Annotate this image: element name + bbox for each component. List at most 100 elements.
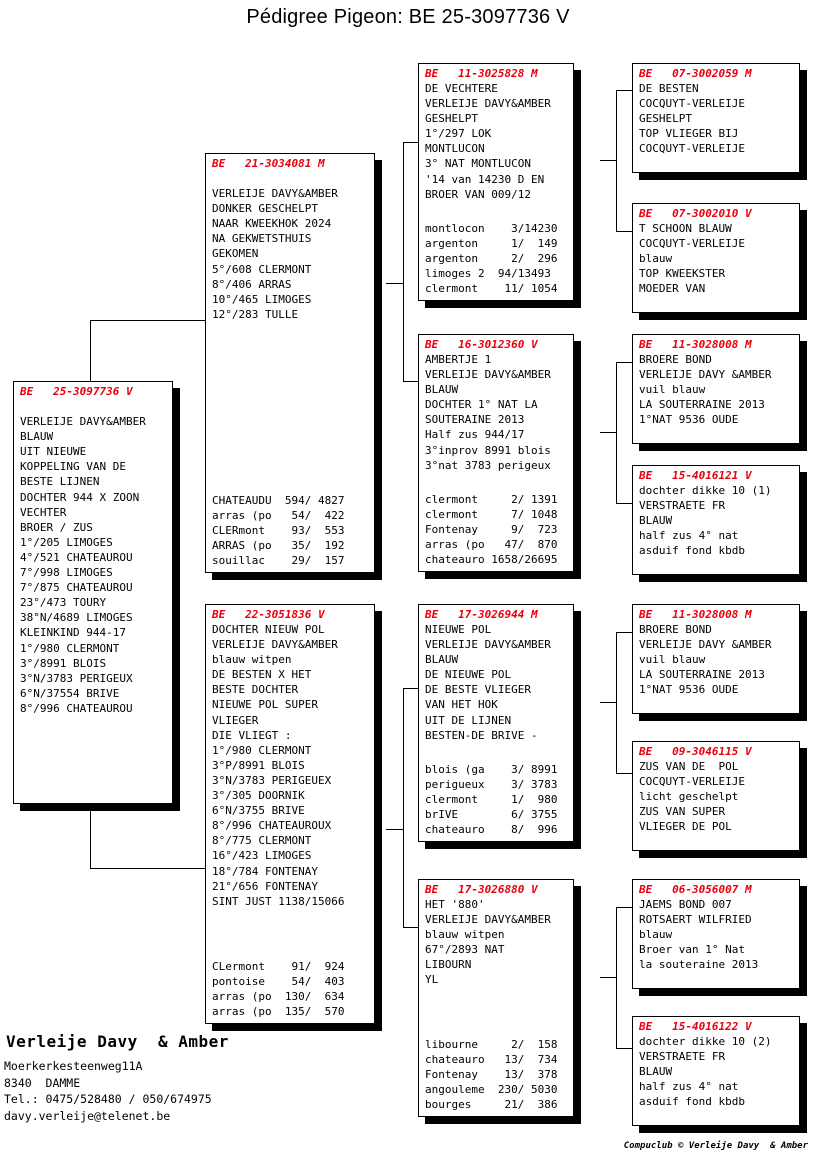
text-line: NA GEKWETSTHUIS xyxy=(212,232,312,246)
text-line: VERLEIJE DAVY &AMBER xyxy=(639,638,772,652)
text-line: LA SOUTERRAINE 2013 xyxy=(639,398,765,412)
owner-name: Verleije Davy & Amber xyxy=(6,1032,229,1051)
text-line: BLAUW xyxy=(425,653,459,667)
pedigree-box-grandparent-1[interactable]: BE 11-3025828 M DE VECHTERE VERLEIJE DAVY… xyxy=(418,63,574,301)
great-grandparent-6-description: ZUS VAN DE POL COCQUYT-VERLEIJE licht gesc… xyxy=(633,759,799,834)
text-line: 1°/980 CLERMONT xyxy=(20,641,120,655)
text-line: GESHELPT xyxy=(639,112,692,126)
connector-gp3-arm xyxy=(403,688,419,689)
connector-gp2-stub xyxy=(600,432,616,433)
text-line: Half zus 944/17 xyxy=(425,428,525,442)
text-line: DE BESTE VLIEGER xyxy=(425,683,531,697)
great-grandparent-5-description: BROERE BOND VERLEIJE DAVY &AMBER vuil blau… xyxy=(633,622,799,697)
text-line: half zus 4° nat xyxy=(639,529,739,543)
great-grandparent-5-ring-number: BE 11-3028008 M xyxy=(639,608,752,621)
text-line: YL xyxy=(425,973,439,987)
text-line: T SCHOON BLAUW xyxy=(639,222,732,235)
text-line: Fontenay 13/ 378 xyxy=(425,1067,558,1081)
text-line: UIT NIEUWE xyxy=(20,445,87,459)
connector-ggp1-arm xyxy=(616,90,632,91)
text-line: blauw xyxy=(639,928,673,942)
grandparent-1-description: DE VECHTERE VERLEIJE DAVY&AMBER GESHELPT 1°… xyxy=(419,81,573,202)
text-line: pontoise 54/ 403 xyxy=(212,974,345,988)
text-line: BROER VAN 009/12 xyxy=(425,187,531,201)
text-line: clermont 2/ 1391 xyxy=(425,492,558,506)
text-line: NIEUWE POL SUPER xyxy=(212,698,318,712)
connector-ggp8-arm xyxy=(616,1048,632,1049)
text-line: 3°N/3783 PERIGEUX xyxy=(20,671,133,685)
father-race-results: CHATEAUDU 594/ 4827 arras (po 54/ 422 CLER… xyxy=(206,493,374,568)
pedigree-box-grandparent-2[interactable]: BE 16-3012360 V AMBERTJE 1 VERLEIJE DAVY&… xyxy=(418,334,574,572)
text-line: arras (po 135/ 570 xyxy=(212,1004,345,1018)
pedigree-box-great-grandparent-6[interactable]: BE 09-3046115 V ZUS VAN DE POL COCQUYT-VE… xyxy=(632,741,800,851)
text-line: dochter dikke 10 (1) xyxy=(639,484,772,497)
text-line: 3°/8991 BLOIS xyxy=(20,656,107,670)
text-line: BLAUW xyxy=(20,430,54,444)
great-grandparent-7-ring-number: BE 06-3056007 M xyxy=(639,883,752,896)
text-line: 5°/608 CLERMONT xyxy=(212,262,312,276)
connector-ggp7-arm xyxy=(616,907,632,908)
text-line: 8°/775 CLERMONT xyxy=(212,834,312,848)
text-line: BROERE BOND xyxy=(639,353,712,366)
text-line: NIEUWE POL xyxy=(425,623,492,636)
text-line: clermont 7/ 1048 xyxy=(425,507,558,521)
great-grandparent-2-ring-number: BE 07-3002010 V xyxy=(639,207,752,220)
text-line: BLAUW xyxy=(639,514,673,528)
text-line: 1°NAT 9536 OUDE xyxy=(639,413,739,427)
pedigree-box-great-grandparent-7[interactable]: BE 06-3056007 M JAEMS BOND 007 ROTSAERT W… xyxy=(632,879,800,989)
pedigree-box-father[interactable]: BE 21-3034081 M VERLEIJE DAVY&AMBER DONKE… xyxy=(205,153,375,573)
connector-father-stub xyxy=(386,283,403,284)
grandparent-4-description: HET '880' VERLEIJE DAVY&AMBER blauw witpen… xyxy=(419,897,573,988)
text-line: libourne 2/ 158 xyxy=(425,1037,558,1051)
text-line: Broer van 1° Nat xyxy=(639,943,745,957)
text-line: perigueux 3/ 3783 xyxy=(425,777,558,791)
text-line: Moerkerkesteenweg11A xyxy=(4,1059,143,1073)
text-line: VERLEIJE DAVY&AMBER xyxy=(425,97,551,111)
pedigree-box-great-grandparent-2[interactable]: BE 07-3002010 V T SCHOON BLAUW COCQUYT-VE… xyxy=(632,203,800,313)
text-line: ZUS VAN SUPER xyxy=(639,805,726,819)
grandparent-2-ring-number: BE 16-3012360 V xyxy=(425,338,538,351)
text-line: 1°/205 LIMOGES xyxy=(20,535,113,549)
pedigree-box-subject[interactable]: BE 25-3097736 V VERLEIJE DAVY&AMBER BLAUW… xyxy=(13,381,173,804)
text-line: VERLEIJE DAVY&AMBER xyxy=(425,913,551,927)
text-line: BLAUW xyxy=(639,1065,673,1079)
great-grandparent-1-description: DE BESTEN COCQUYT-VERLEIJE GESHELPT TOP VLI… xyxy=(633,81,799,156)
text-line: davy.verleije@telenet.be xyxy=(4,1108,171,1123)
text-line: BROERE BOND xyxy=(639,623,712,636)
text-line: brIVE 6/ 3755 xyxy=(425,807,558,821)
subject-ring-number: BE 25-3097736 V xyxy=(20,385,133,398)
connector-gp3-stub xyxy=(600,702,616,703)
text-line: 1°NAT 9536 OUDE xyxy=(639,683,739,697)
pedigree-box-grandparent-3[interactable]: BE 17-3026944 M NIEUWE POL VERLEIJE DAVY&… xyxy=(418,604,574,842)
pedigree-box-great-grandparent-8[interactable]: BE 15-4016122 V dochter dikke 10 (2) VERS… xyxy=(632,1016,800,1126)
great-grandparent-2-description: T SCHOON BLAUW COCQUYT-VERLEIJE blauw TOP K… xyxy=(633,221,799,296)
pedigree-box-grandparent-4[interactable]: BE 17-3026880 V HET '880' VERLEIJE DAVY&A… xyxy=(418,879,574,1117)
pedigree-box-great-grandparent-3[interactable]: BE 11-3028008 M BROERE BOND VERLEIJE DAVY… xyxy=(632,334,800,444)
pedigree-box-great-grandparent-5[interactable]: BE 11-3028008 M BROERE BOND VERLEIJE DAVY… xyxy=(632,604,800,714)
text-line: DOCHTER 1° NAT LA xyxy=(425,398,538,412)
grandparent-3-description: NIEUWE POL VERLEIJE DAVY&AMBER BLAUW DE NIE… xyxy=(419,622,573,743)
text-line: 7°/875 CHATEAUROU xyxy=(20,581,133,595)
great-grandparent-8-description: dochter dikke 10 (2) VERSTRAETE FR BLAUW ha… xyxy=(633,1034,799,1109)
grandparent-1-race-results: montlocon 3/14230 argenton 1/ 149 argenton… xyxy=(419,221,573,296)
text-line: blauw witpen xyxy=(425,928,505,942)
pedigree-box-great-grandparent-4[interactable]: BE 15-4016121 V dochter dikke 10 (1) VERS… xyxy=(632,465,800,575)
text-line: ROTSAERT WILFRIED xyxy=(639,913,752,927)
text-line: JAEMS BOND 007 xyxy=(639,898,732,911)
text-line: angouleme 230/ 5030 xyxy=(425,1082,558,1096)
text-line: blauw witpen xyxy=(212,653,292,667)
text-line: LA SOUTERRAINE 2013 xyxy=(639,668,765,682)
pedigree-box-great-grandparent-1[interactable]: BE 07-3002059 M DE BESTEN COCQUYT-VERLEIJ… xyxy=(632,63,800,173)
text-line: 18°/784 FONTENAY xyxy=(212,864,318,878)
text-line: 3°/305 DOORNIK xyxy=(212,789,305,803)
connector-gp4-stub xyxy=(600,977,616,978)
text-line: arras (po 130/ 634 xyxy=(212,989,345,1003)
text-line: AMBERTJE 1 xyxy=(425,353,492,366)
connector-gp2-vertical xyxy=(616,362,617,503)
text-line: 6°N/37554 BRIVE xyxy=(20,686,120,700)
pedigree-box-mother[interactable]: BE 22-3051836 V DOCHTER NIEUW POL VERLEIJ… xyxy=(205,604,375,1024)
text-line: souillac 29/ 157 xyxy=(212,553,345,567)
mother-race-results: CLermont 91/ 924 pontoise 54/ 403 arras (p… xyxy=(206,959,374,1019)
text-line: vuil blauw xyxy=(639,653,706,667)
text-line: VERSTRAETE FR xyxy=(639,1050,726,1064)
